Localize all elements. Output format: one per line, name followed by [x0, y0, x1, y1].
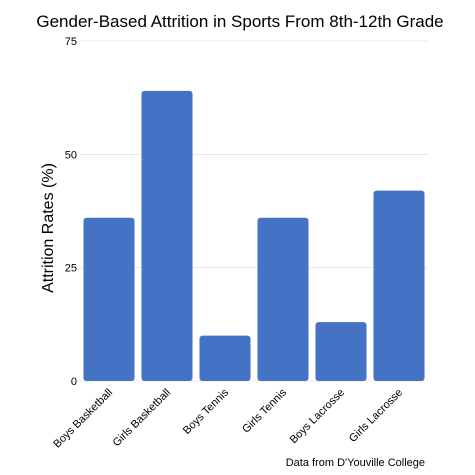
y-axis-label: Attrition Rates (%) [40, 163, 57, 293]
y-axis-ticks: 0 25 50 75 [65, 36, 77, 388]
bar [83, 217, 135, 381]
bar [141, 90, 193, 381]
chart-caption: Data from D'Youville College [286, 457, 425, 469]
y-tick-label: 50 [65, 149, 77, 161]
y-tick-label: 25 [65, 263, 77, 275]
x-tick-label: Boys Basketball [51, 387, 115, 451]
bar [257, 217, 309, 381]
y-tick-label: 0 [71, 376, 77, 388]
bar [199, 335, 251, 381]
x-tick-label: Boys Tennis [181, 386, 232, 437]
x-tick-label: Girls Basketball [111, 387, 174, 450]
bars [83, 90, 425, 381]
x-tick-label: Girls Lacrosse [347, 387, 405, 445]
bar [315, 322, 367, 381]
gridlines [80, 40, 428, 382]
bar [373, 190, 425, 381]
chart-title: Gender-Based Attrition in Sports From 8t… [36, 12, 443, 31]
x-tick-label: Girls Tennis [240, 386, 289, 435]
x-tick-label: Boys Lacrosse [288, 387, 348, 447]
y-tick-label: 75 [65, 36, 77, 48]
